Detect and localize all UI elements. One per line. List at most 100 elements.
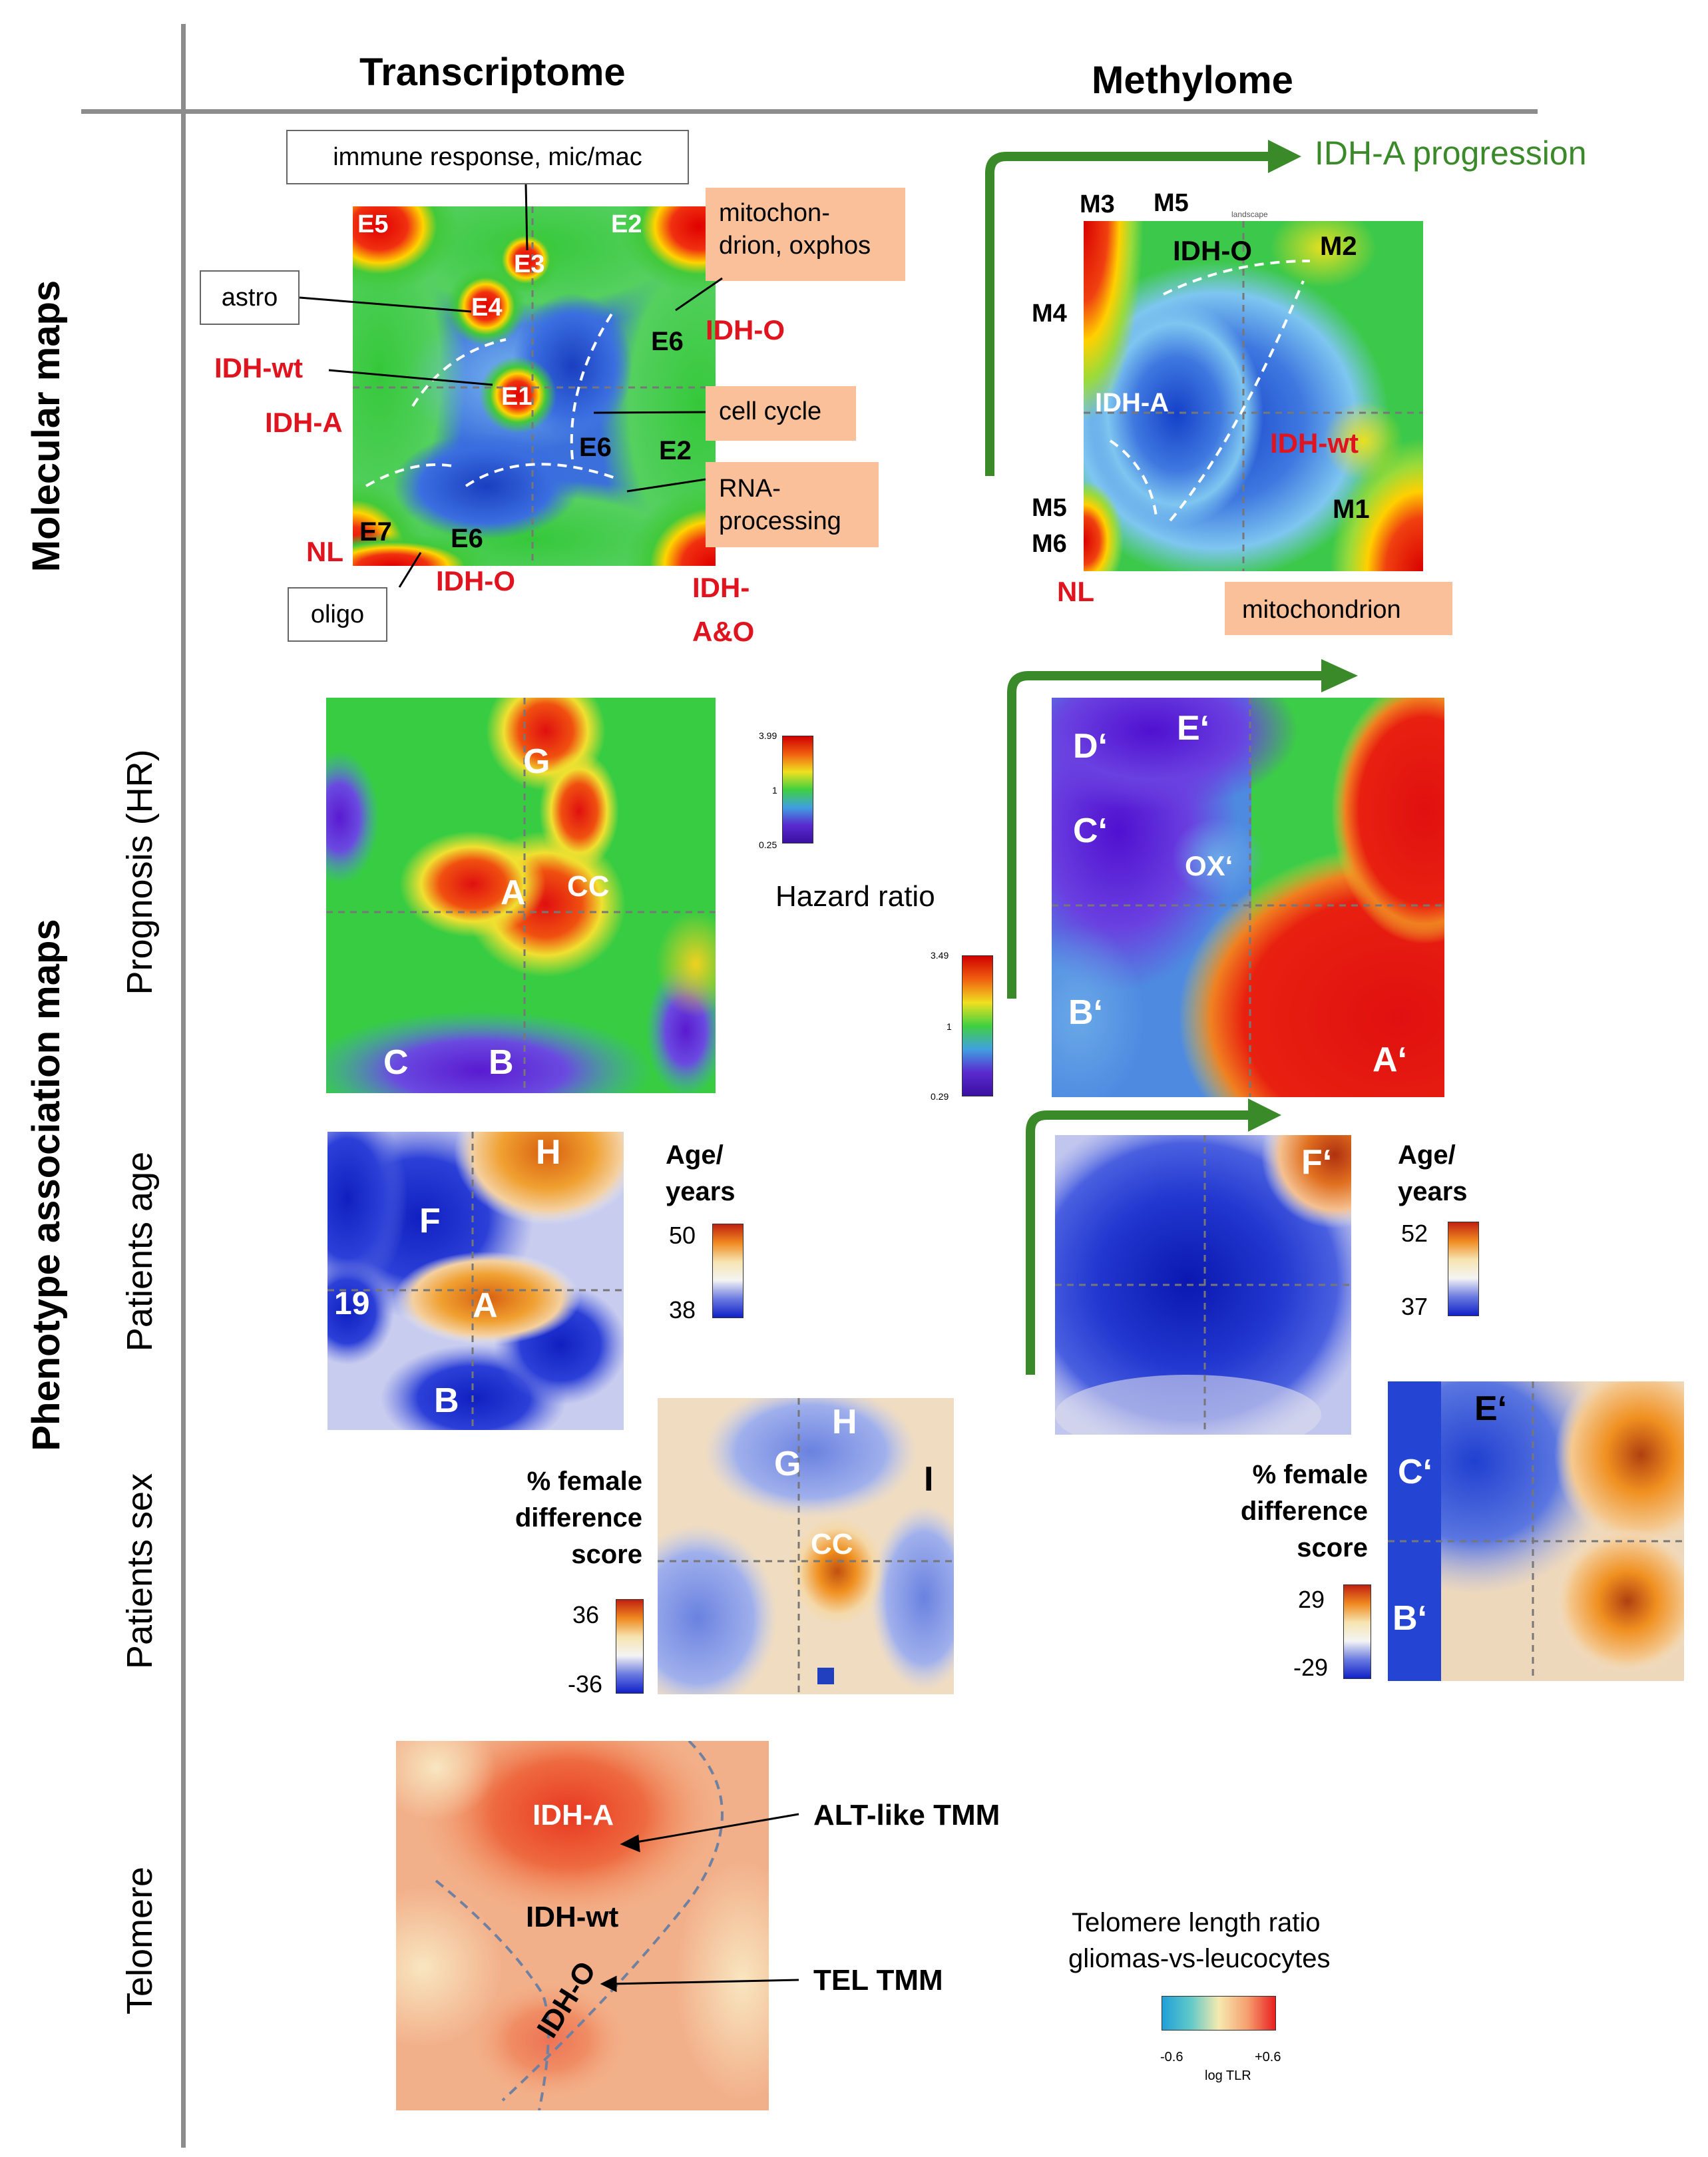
- label-nl: NL: [306, 536, 343, 567]
- age-scale2-min: 37: [1401, 1293, 1428, 1320]
- rna-line-1: RNA-: [719, 475, 781, 503]
- scale2-mid: 1: [947, 1021, 952, 1032]
- annotation-rna-processing: RNA- processing: [706, 462, 879, 547]
- column-header-methylome: Methylome: [1092, 59, 1293, 102]
- sex-title-5: difference: [1240, 1497, 1368, 1526]
- label-e5: E5: [357, 210, 389, 238]
- prog-t-label-c: C: [383, 1043, 409, 1082]
- scale2-max: 3.49: [931, 950, 949, 961]
- prog-m-label-c: C‘: [1073, 812, 1108, 850]
- age-scale1-min: 38: [669, 1296, 696, 1323]
- age-t-label-f: F: [419, 1202, 441, 1240]
- label-m1: M1: [1333, 495, 1370, 524]
- sex-title-3: score: [571, 1540, 642, 1569]
- prog-t-label-b: B: [489, 1043, 514, 1082]
- sex-scale1-min: -36: [568, 1670, 603, 1698]
- telomere-map: [396, 1741, 769, 2110]
- label-e6b: E6: [579, 433, 612, 462]
- row-header-phenotype: Phenotype association maps: [25, 919, 68, 1451]
- label-e1: E1: [501, 383, 533, 411]
- telomere-colorscale: [1162, 1996, 1276, 2031]
- vertical-divider: [181, 24, 186, 2148]
- annotation-immune: immune response, mic/mac: [286, 130, 689, 184]
- prog-t-label-g: G: [523, 742, 550, 781]
- age-transcriptome-map: [327, 1132, 624, 1430]
- mito-line-1: mitochon-: [719, 199, 830, 227]
- sex-m-label-e: E‘: [1474, 1389, 1508, 1428]
- scale1-mid: 1: [772, 785, 777, 796]
- label-m4: M4: [1032, 300, 1067, 328]
- sex-m-label-b: B‘: [1392, 1599, 1427, 1638]
- age-title-3: Age/: [1398, 1140, 1456, 1170]
- label-idho-right: IDH-O: [706, 314, 785, 346]
- prog-t-label-a: A: [501, 873, 526, 912]
- label-m5-top: M5: [1154, 189, 1189, 217]
- sex-colorscale-1: [616, 1599, 644, 1694]
- label-e2b: E2: [659, 436, 692, 465]
- telomere-legend-line-1: Telomere length ratio: [1072, 1908, 1321, 1937]
- age-scale2-max: 52: [1401, 1220, 1428, 1247]
- prog-t-label-cc: CC: [567, 870, 610, 903]
- label-m6: M6: [1032, 530, 1067, 558]
- sex-transcriptome-map: [658, 1398, 954, 1694]
- sex-t-label-i: I: [924, 1460, 934, 1499]
- age-t-label-a: A: [473, 1286, 498, 1325]
- prognosis-transcriptome-map: [326, 698, 716, 1093]
- age-colorscale-2: [1448, 1222, 1479, 1316]
- age-t-label-h: H: [536, 1133, 561, 1172]
- label-idhao-2: A&O: [692, 616, 755, 647]
- sex-t-label-h: H: [832, 1403, 857, 1441]
- scale2-min: 0.29: [931, 1091, 949, 1102]
- label-m2: M2: [1320, 232, 1357, 261]
- sex-methylome-map: [1388, 1381, 1684, 1681]
- sex-t-label-cc: CC: [811, 1528, 853, 1560]
- age-methylome-map: [1055, 1135, 1351, 1435]
- age-t-label-b: B: [434, 1381, 459, 1420]
- label-e7: E7: [359, 517, 392, 547]
- label-e3: E3: [514, 250, 545, 278]
- annotation-astro: astro: [200, 270, 300, 325]
- label-nl-meth: NL: [1057, 576, 1094, 607]
- telomere-scale-max: +0.6: [1255, 2050, 1281, 2064]
- sex-title-4: % female: [1252, 1460, 1368, 1489]
- prog-m-label-e: E‘: [1177, 709, 1210, 748]
- label-idhwt: IDH-wt: [214, 352, 303, 383]
- sex-title-1: % female: [527, 1467, 642, 1496]
- label-idho-meth: IDH-O: [1173, 235, 1252, 266]
- age-m-label-f: F‘: [1301, 1143, 1333, 1182]
- age-colorscale-1: [712, 1224, 744, 1318]
- prog-m-label-ox: OX‘: [1185, 850, 1233, 881]
- annotation-oligo: oligo: [288, 587, 387, 642]
- label-m3: M3: [1080, 190, 1115, 218]
- label-idha-meth: IDH-A: [1095, 388, 1170, 417]
- sex-scale2-max: 29: [1298, 1586, 1325, 1613]
- age-t-label-19: 19: [334, 1286, 370, 1321]
- methylome-landscape-caption: landscape: [1231, 210, 1268, 219]
- row-header-prognosis: Prognosis (HR): [120, 749, 160, 995]
- telomere-legend-line-2: gliomas-vs-leucocytes: [1068, 1944, 1331, 1973]
- label-e6a: E6: [651, 327, 684, 356]
- row-header-telomere: Telomere: [120, 1866, 160, 2015]
- idha-progression-label: IDH-A progression: [1315, 134, 1587, 172]
- telomere-scale-min: -0.6: [1160, 2050, 1183, 2064]
- prognosis-colorscale-1: [782, 736, 813, 843]
- prog-m-label-b: B‘: [1068, 993, 1103, 1032]
- telomere-label-idhwt: IDH-wt: [526, 1901, 619, 1933]
- sex-scale2-min: -29: [1293, 1654, 1329, 1681]
- label-idho-bottom: IDH-O: [436, 565, 515, 597]
- row-header-molecular: Molecular maps: [25, 280, 68, 573]
- scale1-min: 0.25: [759, 839, 777, 850]
- prog-m-label-d: D‘: [1073, 727, 1108, 766]
- annotation-mitochondrion-oxphos: mitochon- drion, oxphos: [706, 188, 905, 281]
- telomere-label-idha: IDH-A: [533, 1799, 614, 1831]
- hazard-ratio-label: Hazard ratio: [775, 880, 935, 913]
- mito-line-2: drion, oxphos: [719, 232, 871, 260]
- annotation-mitochondrion: mitochondrion: [1225, 582, 1452, 635]
- label-m5-bottom: M5: [1032, 494, 1067, 522]
- prognosis-methylome-map: [1052, 698, 1444, 1097]
- label-e2a: E2: [611, 210, 642, 238]
- scale1-max: 3.99: [759, 730, 777, 741]
- column-header-transcriptome: Transcriptome: [359, 51, 626, 94]
- annotation-cell-cycle: cell cycle: [706, 386, 856, 441]
- alt-like-tmm-label: ALT-like TMM: [813, 1799, 1000, 1831]
